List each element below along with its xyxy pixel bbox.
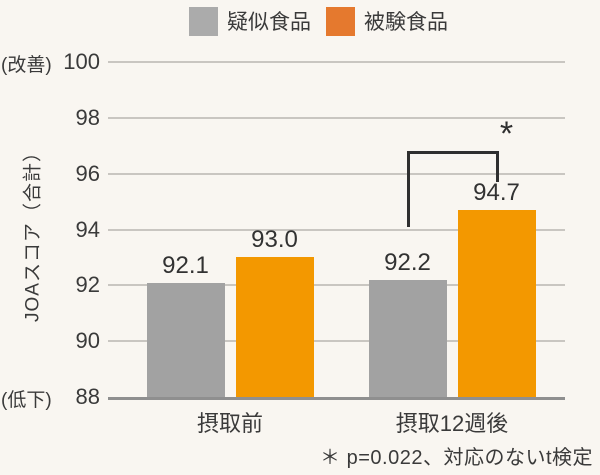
gridline xyxy=(108,228,565,231)
bar xyxy=(146,282,225,399)
gridline xyxy=(108,172,565,175)
significance-bracket-left xyxy=(406,151,410,227)
gridline xyxy=(108,116,565,119)
gridline xyxy=(108,61,565,63)
legend-label: 被験食品 xyxy=(364,11,448,34)
bar-value-label: 94.7 xyxy=(473,178,520,206)
gridline xyxy=(108,340,565,343)
x-category-label: 摂取前 xyxy=(196,411,263,436)
x-axis-line xyxy=(108,397,565,400)
bar xyxy=(457,209,536,399)
y-tick-label: 98 xyxy=(75,104,100,130)
gridline xyxy=(108,284,565,287)
bar xyxy=(235,257,314,399)
legend-swatch xyxy=(189,6,218,36)
significance-star: * xyxy=(499,115,514,154)
legend-label: 疑似食品 xyxy=(227,11,311,34)
y-axis-annotation-decline: (低下) xyxy=(1,390,52,411)
y-tick-label: 100 xyxy=(63,49,100,74)
bar-value-label: 93.0 xyxy=(251,226,298,254)
legend-item: 疑似食品 xyxy=(189,6,311,36)
y-axis-annotation-improve: (改善) xyxy=(1,55,52,76)
y-tick-label: 90 xyxy=(75,328,100,354)
bar xyxy=(368,279,447,399)
legend-swatch xyxy=(326,6,355,36)
y-tick-label: 96 xyxy=(75,160,100,186)
bar-value-label: 92.2 xyxy=(384,248,431,276)
y-tick-label: 92 xyxy=(75,272,100,298)
significance-footnote: ＊ p=0.022、対応のないt検定 xyxy=(320,447,593,469)
significance-bracket-right xyxy=(495,151,499,183)
legend-item: 被験食品 xyxy=(326,6,448,36)
y-tick-label: 94 xyxy=(75,216,100,242)
bar-value-label: 92.1 xyxy=(162,251,209,279)
y-tick-label: 88 xyxy=(75,384,100,409)
legend: 疑似食品 被験食品 xyxy=(189,6,448,36)
x-category-label: 摂取12週後 xyxy=(395,411,509,436)
significance-bracket-top xyxy=(406,151,499,155)
